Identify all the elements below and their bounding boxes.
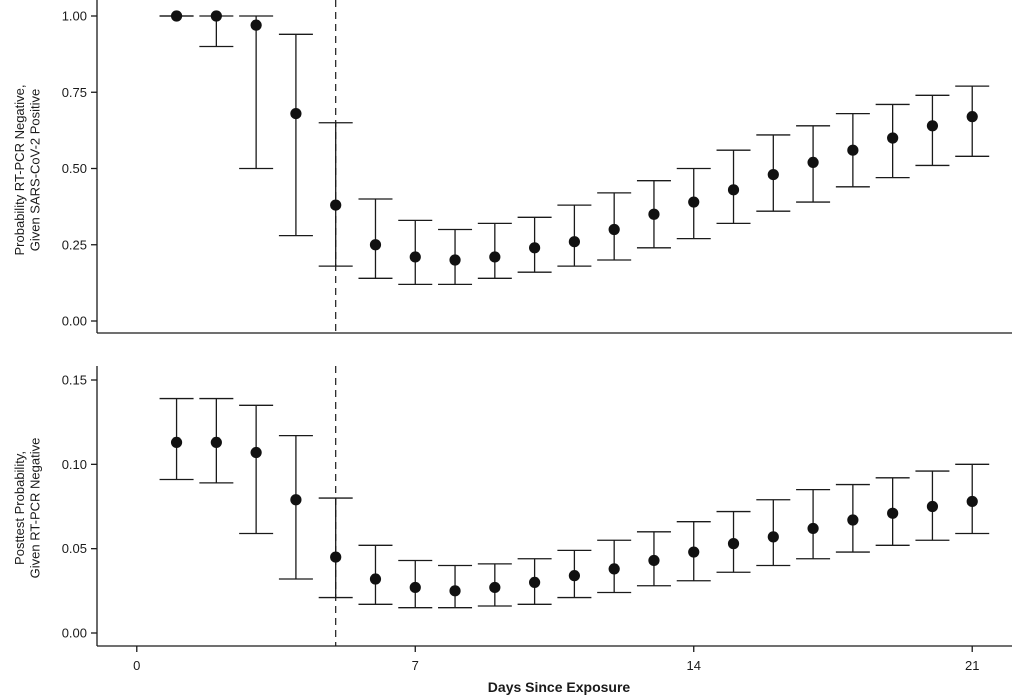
data-point	[966, 495, 978, 508]
y-tick-label: 0.50	[62, 161, 87, 176]
y-tick-label: 1.00	[62, 9, 87, 24]
data-point	[290, 494, 302, 506]
data-point	[170, 10, 183, 22]
data-point	[966, 111, 978, 123]
data-point	[688, 196, 700, 208]
y-tick-label: 0.05	[62, 541, 87, 556]
panel-bottom: 0.00 0.05 0.10 0.15 0 7 14 21 Posttest Probabili…	[12, 366, 1012, 673]
data-point	[170, 436, 183, 449]
y-axis-label-line: Given SARS-CoV-2 Positive	[28, 89, 43, 252]
data-point	[887, 132, 899, 144]
data-point	[688, 546, 700, 558]
y-axis-label-line: Posttest Probability,	[12, 451, 27, 565]
panel-top: 0.00 0.25 0.50 0.75 1.00 Probability RT-PCR N…	[12, 0, 1012, 334]
y-tick-label: 0.15	[62, 373, 87, 388]
data-point	[330, 551, 342, 563]
data-point	[568, 236, 580, 248]
data-point	[568, 570, 580, 582]
data-point	[608, 563, 620, 575]
data-point	[926, 500, 939, 513]
data-point	[250, 19, 262, 31]
y-tick-label: 0.25	[62, 237, 87, 252]
data-point	[847, 514, 859, 526]
data-point	[369, 239, 382, 251]
data-point	[767, 531, 779, 543]
data-point	[608, 223, 620, 236]
data-point	[887, 507, 899, 519]
data-point	[648, 208, 660, 220]
data-point	[648, 554, 660, 567]
data-point	[409, 251, 421, 263]
x-axis-label: Days Since Exposure	[488, 679, 631, 695]
data-point	[489, 581, 501, 594]
data-point	[449, 254, 461, 266]
x-tick-label: 0	[133, 658, 140, 673]
data-point	[727, 538, 740, 550]
data-point	[210, 10, 222, 22]
y-tick-label: 0.10	[62, 457, 87, 472]
data-point	[210, 436, 222, 449]
data-point	[409, 581, 421, 594]
data-point	[250, 446, 262, 459]
x-tick-label: 21	[965, 658, 979, 673]
data-point	[807, 522, 819, 535]
y-axis-label: Posttest Probability,Given RT-PCR Negati…	[12, 438, 43, 579]
data-point	[330, 199, 342, 211]
x-tick-label: 14	[687, 658, 701, 673]
data-point	[926, 120, 939, 132]
data-point	[767, 169, 779, 181]
data-point	[449, 585, 461, 597]
y-axis-label-line: Given RT-PCR Negative	[28, 438, 43, 579]
x-tick-label: 7	[412, 658, 419, 673]
data-point	[529, 576, 541, 589]
data-point	[847, 144, 859, 156]
y-tick-label: 0.00	[62, 314, 87, 329]
data-point	[529, 242, 541, 254]
y-axis-label: Probability RT-PCR Negative,Given SARS-C…	[12, 85, 43, 256]
y-tick-label: 0.00	[62, 626, 87, 641]
y-axis-label-line: Probability RT-PCR Negative,	[12, 85, 27, 256]
data-point	[290, 108, 302, 120]
data-point	[489, 251, 501, 263]
y-tick-label: 0.75	[62, 85, 87, 100]
data-point	[807, 156, 819, 168]
data-point	[727, 184, 740, 196]
data-point	[369, 573, 382, 585]
